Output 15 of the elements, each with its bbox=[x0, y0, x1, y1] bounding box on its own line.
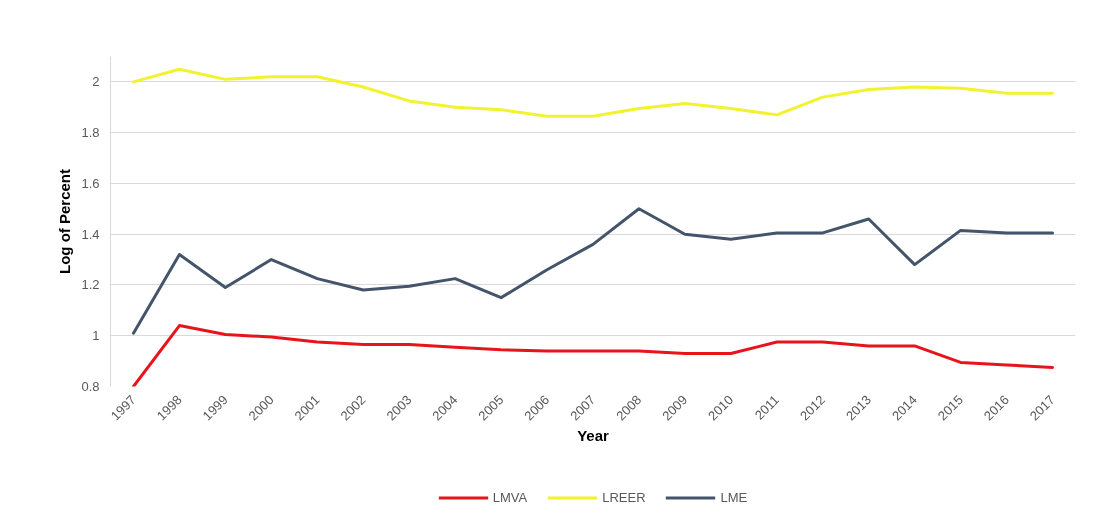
y-tick-label: 1.2 bbox=[81, 277, 100, 293]
x-axis-title: Year bbox=[577, 427, 610, 445]
line-series bbox=[131, 207, 1055, 335]
y-tick-label: 0.8 bbox=[81, 379, 100, 394]
y-tick-label: 1.8 bbox=[81, 125, 100, 141]
y-tick-label: 1.4 bbox=[81, 226, 100, 242]
y-axis-title: Log of Percent bbox=[56, 168, 74, 274]
y-tick-label: 2 bbox=[92, 74, 100, 90]
line-series bbox=[131, 67, 1055, 118]
legend-label: LREER bbox=[602, 489, 646, 505]
legend-label: LME bbox=[720, 489, 748, 505]
line-series bbox=[131, 324, 1055, 387]
y-tick-label: 1 bbox=[92, 328, 100, 344]
y-tick-label: 1.6 bbox=[81, 175, 100, 191]
legend-label: LMVA bbox=[492, 489, 528, 505]
